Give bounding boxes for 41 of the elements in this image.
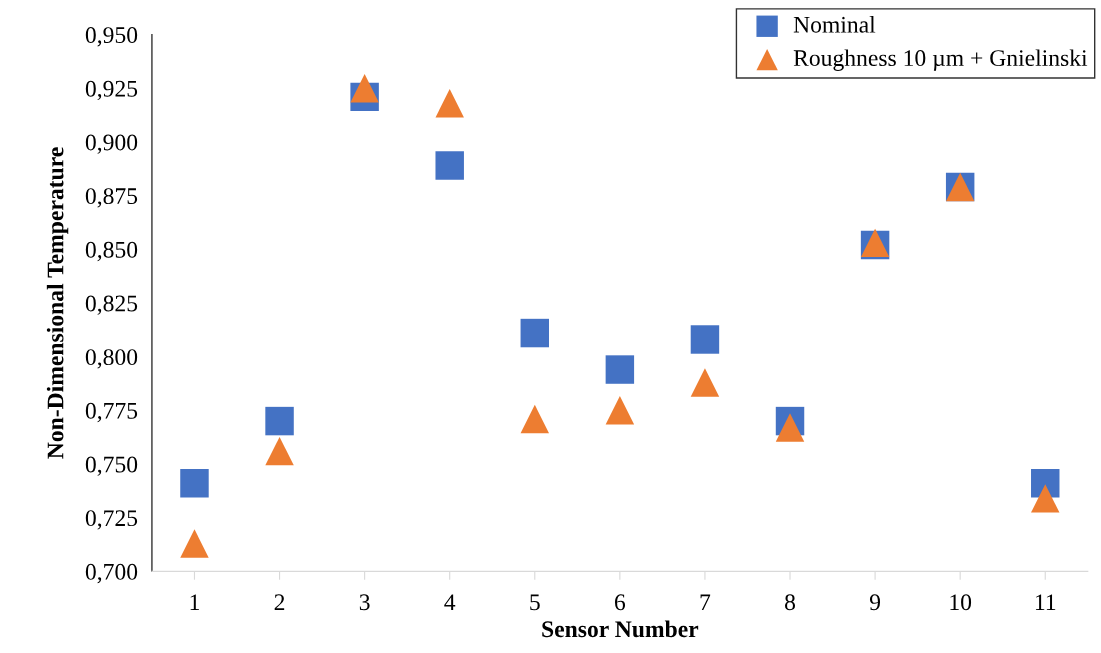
point <box>435 151 464 180</box>
y-tick-label: 0,950 <box>85 27 138 47</box>
point <box>350 74 379 103</box>
point <box>690 325 720 354</box>
point <box>180 469 209 498</box>
x-tick-label: 5 <box>530 594 540 611</box>
x-tick-label: 4 <box>444 594 456 610</box>
x-tick-label: 2 <box>274 594 285 610</box>
y-tick-label: 0,750 <box>85 456 138 476</box>
point <box>180 529 209 558</box>
x-tick-label: 7 <box>700 594 711 610</box>
point <box>690 368 720 397</box>
x-tick-label: 10 <box>950 594 972 611</box>
point <box>265 436 294 466</box>
point <box>435 89 464 118</box>
point <box>775 413 805 442</box>
point <box>605 355 635 384</box>
x-tick-label: 9 <box>869 594 881 611</box>
y-tick-label: 0,850 <box>85 241 138 262</box>
point <box>520 318 550 348</box>
y-tick-label: 0,775 <box>85 402 138 423</box>
y-tick-label: 0,700 <box>85 563 138 584</box>
point <box>520 404 550 434</box>
y-tick-label: 0,925 <box>85 80 138 101</box>
point <box>605 396 635 425</box>
x-tick-label: 11 <box>1035 594 1056 610</box>
x-tick-label: 8 <box>785 594 796 611</box>
y-tick-label: 0,875 <box>85 188 138 208</box>
point <box>265 406 294 436</box>
y-tick-label: 0,825 <box>85 295 138 315</box>
x-tick-label: 6 <box>614 594 626 611</box>
legend-label: Nominal <box>793 16 876 33</box>
y-axis-title: Non-Dimensional Temperature <box>46 147 69 459</box>
point <box>1031 484 1060 513</box>
y-tick-label: 0,725 <box>85 510 138 530</box>
x-tick-label: 3 <box>359 594 370 611</box>
x-axis-title: Sensor Number <box>542 620 699 638</box>
legend-label: Roughness 10 µm + Gnielinski <box>793 49 1088 71</box>
x-tick-label: 1 <box>190 594 199 610</box>
y-tick-label: 0,900 <box>85 134 138 154</box>
y-tick-label: 0,800 <box>85 349 138 369</box>
